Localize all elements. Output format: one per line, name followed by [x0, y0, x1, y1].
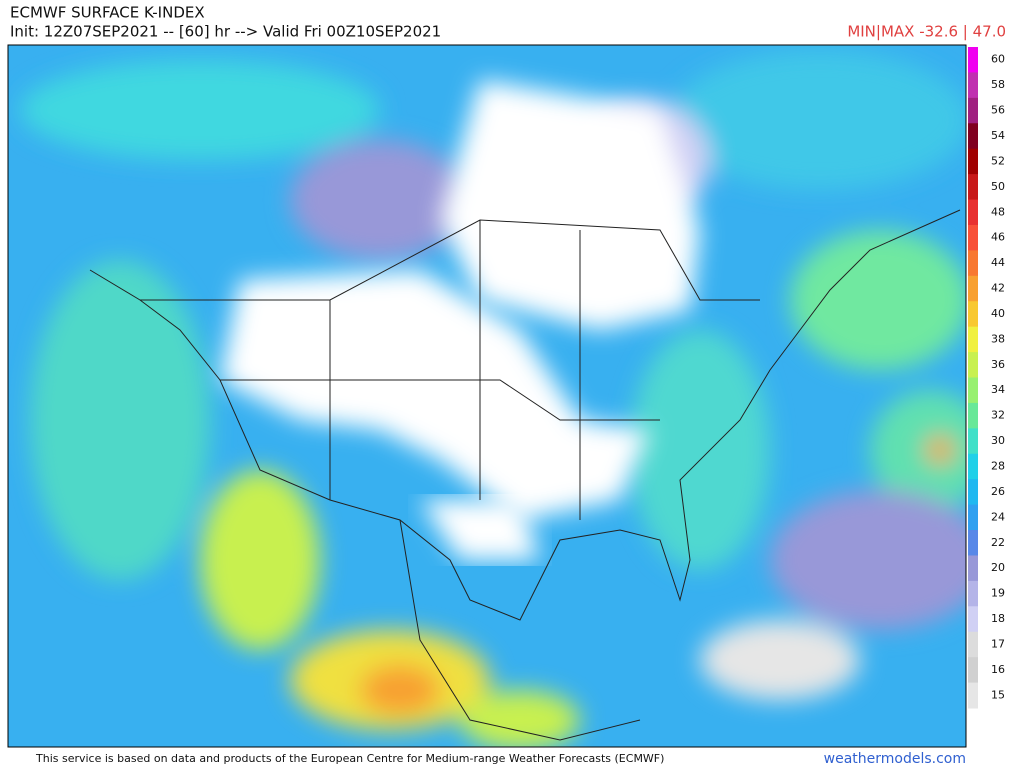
colorbar-cell: [968, 97, 978, 124]
colorbar-cell: [968, 275, 978, 302]
colorbar-label: 36: [991, 358, 1005, 371]
colorbar-cell: [968, 580, 978, 607]
colorbar-label: 22: [991, 536, 1005, 549]
colorbar-label: 34: [991, 383, 1005, 396]
colorbar-cell: [968, 377, 978, 404]
colorbar-cell: [968, 402, 978, 429]
colorbar-label: 42: [991, 282, 1005, 295]
colorbar-label: 24: [991, 510, 1005, 523]
colorbar-cell: [968, 326, 978, 353]
colorbar-cell: [968, 47, 978, 73]
colorbar-label: 28: [991, 459, 1005, 472]
colorbar-label: 54: [991, 129, 1005, 142]
title: ECMWF SURFACE K-INDEX: [10, 4, 205, 22]
colorbar-label: 17: [991, 637, 1005, 650]
colorbar-cell: [968, 530, 978, 556]
colorbar-label: 46: [991, 231, 1005, 244]
colorbar-label: 48: [991, 205, 1005, 218]
colorbar-cell: [968, 148, 978, 175]
colorbar-label: 52: [991, 154, 1005, 167]
colorbar-cell: [968, 174, 978, 201]
colorbar: 60 58 56 54 52 50 48 46 44 42 40 38 36 34 32 30 28 26 24 22…: [968, 47, 1005, 709]
colorbar-label: 50: [991, 180, 1005, 193]
colorbar-cell: [968, 606, 978, 633]
colorbar-label: 19: [991, 587, 1005, 600]
colorbar-cell: [968, 250, 978, 277]
colorbar-cell: [968, 631, 978, 658]
min-max: MIN|MAX -32.6 | 47.0: [847, 23, 1006, 41]
colorbar-cell: [968, 504, 978, 531]
colorbar-label: 15: [991, 688, 1005, 701]
colorbar-cell: [968, 199, 978, 226]
colorbar-label: 26: [991, 485, 1005, 498]
map: [8, 45, 966, 747]
colorbar-label: 60: [991, 53, 1005, 66]
colorbar-label: 56: [991, 104, 1005, 117]
colorbar-cell: [968, 682, 978, 709]
colorbar-cell: [968, 123, 978, 150]
colorbar-label: 38: [991, 332, 1005, 345]
colorbar-label: 32: [991, 409, 1005, 422]
footer-notice: This service is based on data and produc…: [35, 752, 664, 765]
colorbar-cell: [968, 479, 978, 506]
colorbar-cell: [968, 657, 978, 684]
colorbar-label: 18: [991, 612, 1005, 625]
colorbar-label: 40: [991, 307, 1005, 320]
colorbar-cell: [968, 555, 978, 582]
map-frame: [7, 44, 967, 748]
colorbar-label: 44: [991, 256, 1005, 269]
colorbar-cell: [968, 453, 978, 480]
colorbar-label: 16: [991, 663, 1005, 676]
init-line: Init: 12Z07SEP2021 -- [60] hr --> Valid …: [10, 23, 441, 41]
site-name: weathermodels.com: [824, 751, 966, 767]
colorbar-cell: [968, 428, 978, 455]
colorbar-cell: [968, 352, 978, 378]
colorbar-label: 20: [991, 561, 1005, 574]
colorbar-label: 30: [991, 434, 1005, 447]
colorbar-cell: [968, 301, 978, 328]
colorbar-cell: [968, 72, 978, 99]
colorbar-label: 58: [991, 78, 1005, 91]
colorbar-cell: [968, 224, 978, 251]
